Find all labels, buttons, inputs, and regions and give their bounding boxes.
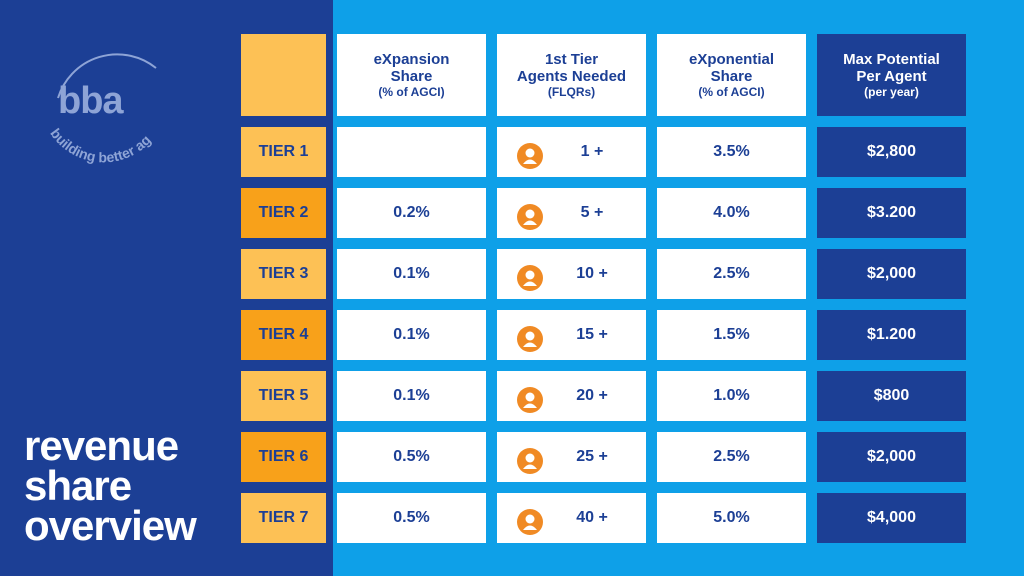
max-value: $2,000	[817, 249, 966, 299]
agents-cell: 25 +	[497, 432, 646, 482]
agents-needed-value: 20 +	[576, 387, 608, 404]
exponential-value: 4.0%	[657, 188, 806, 238]
agents-cell: 40 +	[497, 493, 646, 543]
max-value: $2,000	[817, 432, 966, 482]
exponential-value: 5.0%	[657, 493, 806, 543]
expansion-value: 0.5%	[337, 432, 486, 482]
agents-cell: 10 +	[497, 249, 646, 299]
agent-person-icon	[517, 448, 543, 474]
exponential-value: 1.5%	[657, 310, 806, 360]
header-exponential: eXponential Share (% of AGCI)	[657, 34, 806, 116]
tier-label: TIER 4	[241, 310, 326, 360]
agents-needed-value: 5 +	[580, 204, 604, 221]
agent-person-icon	[517, 387, 543, 413]
exponential-value: 1.0%	[657, 371, 806, 421]
exponential-value: 2.5%	[657, 249, 806, 299]
header-expansion: eXpansion Share (% of AGCI)	[337, 34, 486, 116]
agents-needed-value: 40 +	[576, 509, 608, 526]
title-line-3: overview	[24, 502, 197, 549]
tier-label: TIER 5	[241, 371, 326, 421]
max-value: $1.200	[817, 310, 966, 360]
max-value: $4,000	[817, 493, 966, 543]
agent-person-icon	[517, 204, 543, 230]
bba-logo: building better agents.	[36, 38, 157, 165]
agents-cell: 5 +	[497, 188, 646, 238]
exponential-value: 3.5%	[657, 127, 806, 177]
agents-needed-value: 25 +	[576, 448, 608, 465]
expansion-value: 0.1%	[337, 249, 486, 299]
tier-label: TIER 1	[241, 127, 326, 177]
title-line-1: revenue	[24, 422, 179, 469]
title-line-2: share	[24, 462, 132, 509]
page-title: revenue share overview	[24, 422, 197, 549]
agent-person-icon	[517, 326, 543, 352]
expansion-value: 0.5%	[337, 493, 486, 543]
header-agents: 1st Tier Agents Needed (FLQRs)	[497, 34, 646, 116]
header-corner	[241, 34, 326, 116]
agent-person-icon	[517, 509, 543, 535]
max-value: $2,800	[817, 127, 966, 177]
exponential-value: 2.5%	[657, 432, 806, 482]
tier-label: TIER 6	[241, 432, 326, 482]
tier-label: TIER 2	[241, 188, 326, 238]
agents-cell: 15 +	[497, 310, 646, 360]
expansion-value: 0.1%	[337, 371, 486, 421]
agents-needed-value: 15 +	[576, 326, 608, 343]
tier-label: TIER 3	[241, 249, 326, 299]
expansion-value: 0.1%	[337, 310, 486, 360]
agent-person-icon	[517, 265, 543, 291]
tier-label: TIER 7	[241, 493, 326, 543]
header-max-potential: Max Potential Per Agent (per year)	[817, 34, 966, 116]
agents-needed-value: 10 +	[576, 265, 608, 282]
max-value: $800	[817, 371, 966, 421]
agents-needed-value: 1 +	[580, 143, 604, 160]
expansion-value: 0.2%	[337, 188, 486, 238]
agents-cell: 1 +	[497, 127, 646, 177]
expansion-value	[337, 127, 486, 177]
agent-person-icon	[517, 143, 543, 169]
agents-cell: 20 +	[497, 371, 646, 421]
logo-text: bba	[58, 80, 124, 122]
max-value: $3.200	[817, 188, 966, 238]
